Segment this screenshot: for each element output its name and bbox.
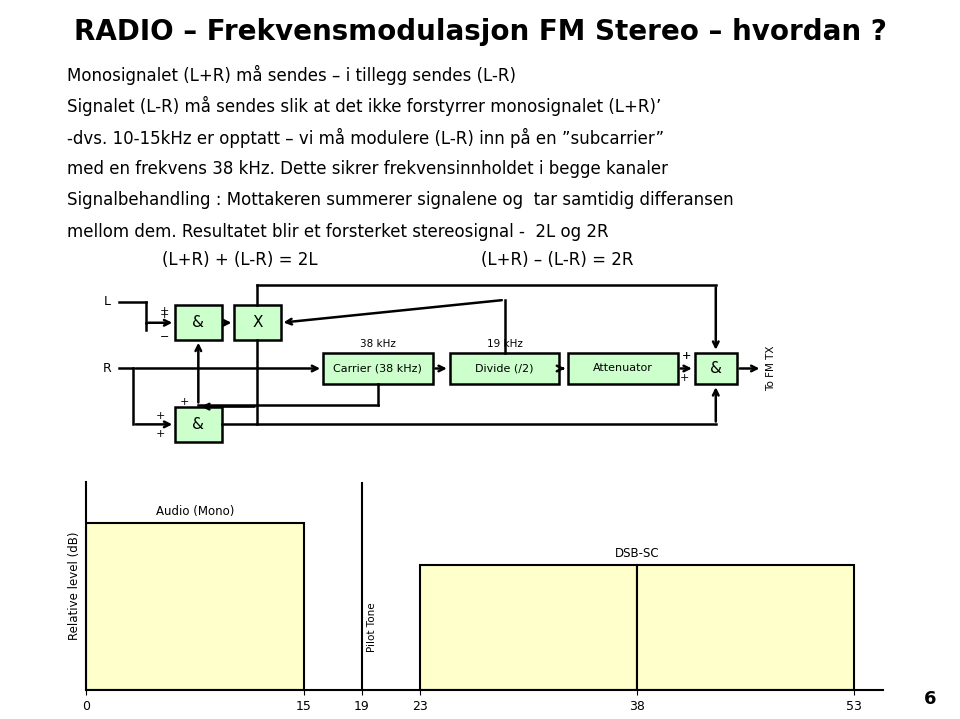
Bar — [175, 407, 222, 441]
Text: Audio (Mono): Audio (Mono) — [156, 505, 234, 518]
Text: &: & — [192, 416, 204, 431]
Text: 19 kHz: 19 kHz — [487, 339, 522, 349]
Text: X: X — [252, 315, 263, 330]
Bar — [420, 565, 636, 690]
Text: mellom dem. Resultatet blir et forsterket stereosignal -  2L og 2R: mellom dem. Resultatet blir et forsterke… — [67, 223, 609, 241]
Bar — [86, 523, 303, 690]
Text: R: R — [103, 362, 112, 375]
Text: 6: 6 — [924, 690, 936, 708]
Text: To FM TX: To FM TX — [766, 346, 776, 391]
Text: Divide (/2): Divide (/2) — [475, 364, 534, 373]
Text: &: & — [192, 315, 204, 330]
Text: Signalbehandling : Mottakeren summerer signalene og  tar samtidig differansen: Signalbehandling : Mottakeren summerer s… — [67, 191, 733, 209]
Text: L: L — [104, 296, 111, 308]
Text: (L+R) + (L-R) = 2L: (L+R) + (L-R) = 2L — [162, 251, 318, 269]
Text: RADIO – Frekvensmodulasjon FM Stereo – hvordan ?: RADIO – Frekvensmodulasjon FM Stereo – h… — [74, 18, 886, 46]
Text: -dvs. 10-15kHz er opptatt – vi må modulere (L-R) inn på en ”subcarrier”: -dvs. 10-15kHz er opptatt – vi må module… — [67, 128, 664, 148]
Text: +: + — [156, 429, 165, 439]
Text: +: + — [156, 411, 165, 421]
Text: Attenuator: Attenuator — [593, 364, 653, 373]
Bar — [323, 352, 433, 385]
Bar — [234, 305, 280, 340]
Bar — [636, 565, 854, 690]
Bar — [568, 352, 678, 385]
Text: +: + — [180, 396, 189, 406]
Bar — [695, 352, 737, 385]
Text: &: & — [709, 361, 722, 376]
Text: +: + — [682, 351, 691, 361]
Text: DSB-SC: DSB-SC — [614, 547, 660, 560]
Bar — [449, 352, 560, 385]
Text: (L+R) – (L-R) = 2R: (L+R) – (L-R) = 2R — [481, 251, 633, 269]
Text: −: − — [159, 331, 169, 342]
Text: 38 kHz: 38 kHz — [360, 339, 396, 349]
Bar — [175, 305, 222, 340]
Text: +: + — [159, 306, 169, 316]
Y-axis label: Relative level (dB): Relative level (dB) — [68, 532, 81, 640]
Text: +: + — [682, 351, 691, 361]
Text: +: + — [680, 373, 689, 383]
Text: +: + — [159, 309, 169, 319]
Text: Signalet (L-R) må sendes slik at det ikke forstyrrer monosignalet (L+R)’: Signalet (L-R) må sendes slik at det ikk… — [67, 96, 661, 116]
Text: Monosignalet (L+R) må sendes – i tillegg sendes (L-R): Monosignalet (L+R) må sendes – i tillegg… — [67, 65, 516, 85]
Text: Carrier (38 kHz): Carrier (38 kHz) — [333, 364, 422, 373]
Text: med en frekvens 38 kHz. Dette sikrer frekvensinnholdet i begge kanaler: med en frekvens 38 kHz. Dette sikrer fre… — [67, 160, 668, 178]
Text: Pilot Tone: Pilot Tone — [368, 602, 377, 651]
